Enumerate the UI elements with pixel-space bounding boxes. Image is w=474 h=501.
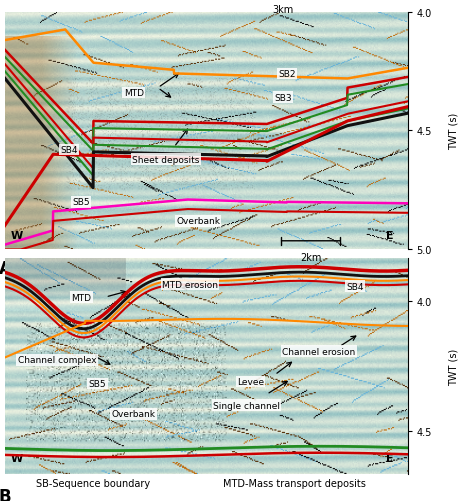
Text: Overbank: Overbank (112, 409, 155, 418)
Text: SB2: SB2 (278, 70, 295, 79)
Text: Levee: Levee (237, 377, 264, 386)
Text: MTD-Mass transport deposits: MTD-Mass transport deposits (223, 478, 366, 488)
Text: B: B (0, 487, 11, 501)
Text: MTD erosion: MTD erosion (162, 280, 218, 289)
Text: SB3: SB3 (274, 94, 292, 103)
Text: W: W (11, 231, 23, 241)
Text: Single channel: Single channel (213, 401, 280, 410)
Text: SB4: SB4 (346, 282, 364, 291)
Text: A: A (0, 260, 11, 278)
Text: E: E (386, 453, 393, 463)
Text: SB-Sequence boundary: SB-Sequence boundary (36, 478, 150, 488)
Text: Channel erosion: Channel erosion (283, 347, 356, 356)
Text: TWT (s): TWT (s) (449, 113, 459, 150)
Text: TWT (s): TWT (s) (449, 348, 459, 385)
Text: 2km: 2km (300, 252, 322, 262)
Text: E: E (386, 231, 393, 241)
Text: Overbank: Overbank (176, 217, 220, 226)
Text: W: W (11, 453, 23, 463)
Text: MTD: MTD (71, 293, 91, 302)
Text: 3km: 3km (272, 6, 293, 16)
Text: SB5: SB5 (89, 379, 106, 388)
Text: Sheet deposits: Sheet deposits (132, 155, 200, 164)
Text: SB4: SB4 (61, 146, 78, 155)
Text: SB5: SB5 (73, 198, 90, 207)
Text: MTD: MTD (124, 89, 144, 98)
Text: Channel complex: Channel complex (18, 356, 96, 365)
